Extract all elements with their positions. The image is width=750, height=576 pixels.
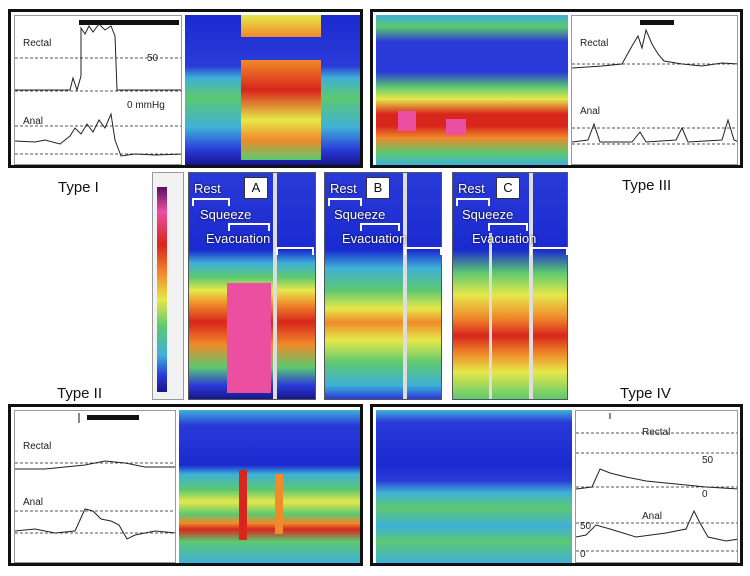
- squeeze-label-b: Squeeze: [334, 207, 386, 222]
- marker-bar: [87, 415, 139, 420]
- letter-c: C: [496, 177, 520, 199]
- pink-spot: [446, 119, 466, 135]
- type-1-panel: Rectal 50 0 mmHg Anal: [8, 9, 363, 168]
- type-1-trace-svg: [15, 20, 181, 157]
- type-4-trace-svg: [576, 413, 737, 552]
- rest-label-c: Rest: [458, 181, 485, 196]
- rectal-label: Rectal: [23, 441, 52, 452]
- panel-a: [188, 172, 316, 400]
- type-1-pressure-trace: Rectal 50 0 mmHg Anal: [14, 15, 182, 165]
- fifty-label: 50: [580, 521, 592, 532]
- hot-streak: [275, 474, 283, 534]
- type-2-trace-svg: [15, 413, 175, 540]
- panel-b: [324, 172, 442, 400]
- type-3-panel: Rectal Anal: [370, 9, 743, 168]
- squeeze-label-a: Squeeze: [200, 207, 252, 222]
- squeeze-brace-a: [228, 223, 270, 231]
- evacuation-brace-a: [276, 247, 314, 255]
- squeeze-brace-c: [488, 223, 528, 231]
- separator: [273, 173, 277, 399]
- type-1-heatmap: [185, 15, 360, 165]
- type-2-pressure-trace: Rectal Anal: [14, 410, 176, 563]
- marker-bar: [640, 20, 674, 25]
- type-4-panel: Rectal 50 0 Anal 50 0: [370, 404, 743, 566]
- anal-label: Anal: [23, 497, 44, 508]
- rest-label-a: Rest: [194, 181, 221, 196]
- pink-region: [227, 283, 271, 393]
- letter-b: B: [366, 177, 390, 199]
- letter-a: A: [244, 177, 268, 199]
- rectal-label: Rectal: [23, 38, 52, 49]
- hot-region: [241, 60, 321, 160]
- zero-mmhg-label: 0 mmHg: [127, 100, 165, 111]
- anal-trace-line: [15, 112, 181, 157]
- zero-label: 0: [580, 549, 586, 560]
- color-gradient: [157, 187, 167, 392]
- separator: [529, 173, 533, 399]
- zero-label: 0: [702, 489, 708, 500]
- type-2-heatmap: [179, 410, 360, 563]
- anal-label: Anal: [642, 511, 663, 522]
- separator: [403, 173, 407, 399]
- anal-trace-line: [576, 509, 737, 542]
- evacuation-brace-b: [404, 247, 442, 255]
- rest-label-b: Rest: [330, 181, 357, 196]
- type-3-label: Type III: [622, 177, 672, 194]
- type-4-label: Type IV: [620, 385, 671, 402]
- evacuation-label-a: Evacuation: [206, 231, 271, 246]
- rest-brace-b: [328, 198, 362, 206]
- anal-trace-line: [572, 118, 737, 143]
- rectal-label: Rectal: [580, 38, 609, 49]
- type-3-heatmap: [376, 15, 568, 165]
- separator: [489, 233, 492, 399]
- anal-label: Anal: [580, 106, 601, 117]
- rectal-trace-line: [15, 460, 175, 470]
- type-4-pressure-trace: Rectal 50 0 Anal 50 0: [575, 410, 738, 563]
- rectal-label: Rectal: [642, 427, 671, 438]
- type-3-pressure-trace: Rectal Anal: [571, 15, 738, 165]
- rectal-trace-line: [15, 23, 181, 92]
- hot-streak: [239, 470, 247, 540]
- rest-brace-c: [456, 198, 490, 206]
- anal-trace-line: [15, 508, 175, 540]
- panel-c: [452, 172, 568, 400]
- anal-label: Anal: [23, 116, 44, 127]
- top-band: [241, 15, 321, 37]
- evacuation-label-c: Evacuation: [472, 231, 537, 246]
- pink-spot: [398, 111, 416, 131]
- rectal-trace-line: [572, 28, 737, 69]
- type-1-label: Type I: [58, 179, 99, 196]
- squeeze-label-c: Squeeze: [462, 207, 514, 222]
- fifty-label: 50: [702, 455, 714, 466]
- pressure-color-scale: [152, 172, 184, 400]
- rest-brace-a: [192, 198, 230, 206]
- fifty-label: 50: [147, 53, 159, 64]
- type-2-label: Type II: [57, 385, 103, 402]
- type-2-panel: Rectal Anal: [8, 404, 363, 566]
- type-4-heatmap: [376, 410, 572, 563]
- rectal-trace-line: [576, 468, 737, 490]
- evacuation-label-b: Evacuation: [342, 231, 407, 246]
- type-3-trace-svg: [572, 20, 737, 145]
- squeeze-brace-b: [360, 223, 400, 231]
- marker-bar: [79, 20, 179, 25]
- evacuation-brace-c: [530, 247, 568, 255]
